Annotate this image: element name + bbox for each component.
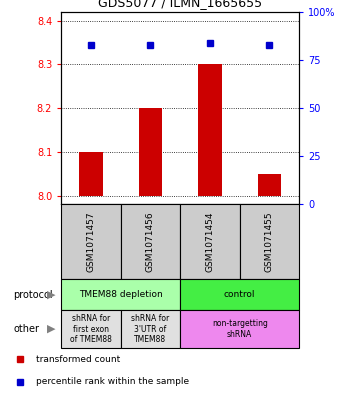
Bar [198, 64, 222, 196]
Text: other: other [14, 324, 39, 334]
Bar [240, 204, 299, 279]
Text: control: control [224, 290, 255, 299]
Text: ▶: ▶ [47, 290, 55, 300]
Bar [257, 174, 281, 196]
Bar [79, 152, 103, 196]
Bar [61, 279, 180, 310]
Text: ▶: ▶ [47, 324, 55, 334]
Text: GSM1071454: GSM1071454 [205, 211, 215, 272]
Bar [180, 204, 240, 279]
Text: shRNA for
first exon
of TMEM88: shRNA for first exon of TMEM88 [70, 314, 112, 344]
Bar [61, 310, 121, 348]
Text: GSM1071456: GSM1071456 [146, 211, 155, 272]
Text: TMEM88 depletion: TMEM88 depletion [79, 290, 163, 299]
Bar [180, 279, 299, 310]
Bar [61, 204, 121, 279]
Bar [121, 310, 180, 348]
Text: protocol: protocol [14, 290, 53, 300]
Title: GDS5077 / ILMN_1665655: GDS5077 / ILMN_1665655 [98, 0, 262, 9]
Text: non-targetting
shRNA: non-targetting shRNA [212, 320, 268, 339]
Bar [138, 108, 162, 196]
Bar [121, 204, 180, 279]
Bar [180, 310, 299, 348]
Text: GSM1071455: GSM1071455 [265, 211, 274, 272]
Text: transformed count: transformed count [36, 354, 121, 364]
Text: shRNA for
3'UTR of
TMEM88: shRNA for 3'UTR of TMEM88 [131, 314, 170, 344]
Text: GSM1071457: GSM1071457 [86, 211, 96, 272]
Text: percentile rank within the sample: percentile rank within the sample [36, 377, 190, 386]
